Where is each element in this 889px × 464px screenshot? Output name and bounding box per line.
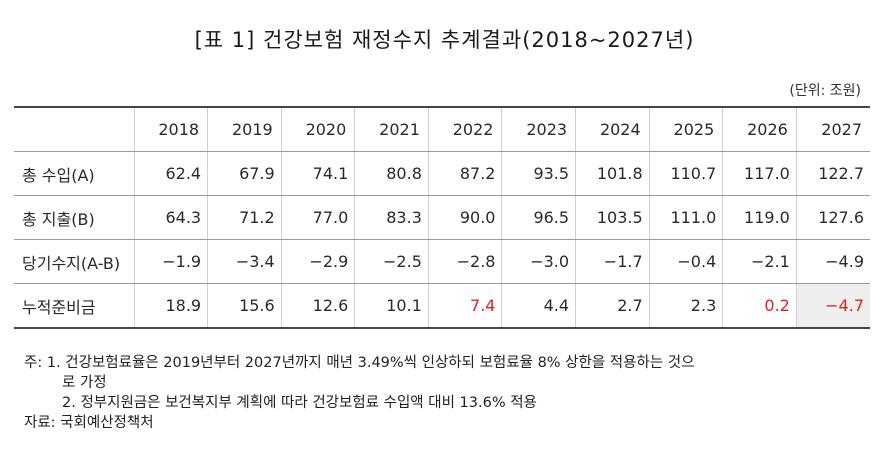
- year-header: 2020: [280, 106, 355, 152]
- unit-label: (단위: 조원): [789, 83, 861, 99]
- table-cell: 110.7: [648, 151, 723, 196]
- table-cell: −2.8: [427, 239, 502, 284]
- row-label-balance: 당기수지(A-B): [14, 239, 134, 284]
- table-cell: −2.9: [280, 239, 355, 284]
- table-cell: 87.2: [427, 151, 502, 196]
- table-cell: 15.6: [207, 283, 282, 329]
- table-cell: 67.9: [207, 151, 282, 196]
- table-cell: −4.9: [795, 239, 870, 284]
- table-cell: 83.3: [354, 195, 429, 240]
- year-header: 2023: [501, 106, 576, 152]
- year-header: 2022: [427, 106, 502, 152]
- table-cell: 12.6: [280, 283, 355, 329]
- table-cell: −2.1: [722, 239, 797, 284]
- footnote-2: 2. 정부지원금은 보건복지부 계획에 따라 건강보험료 수입액 대비 13.6…: [62, 395, 537, 411]
- table-cell: 122.7: [795, 151, 870, 196]
- year-header: 2021: [354, 106, 429, 152]
- table-cell: −2.5: [354, 239, 429, 284]
- table-cell: 2.7: [575, 283, 650, 329]
- table-title: [표 1] 건강보험 재정수지 추계결과(2018~2027년): [194, 28, 695, 52]
- corner-cell: [14, 106, 134, 152]
- row-label-reserve: 누적준비금: [14, 283, 134, 329]
- table-cell: 117.0: [722, 151, 797, 196]
- footnote-1: 주: 1. 건강보험료율은 2019년부터 2027년까지 매년 3.49%씩 …: [24, 355, 695, 371]
- table-cell: −3.0: [501, 239, 576, 284]
- table-cell: 74.1: [280, 151, 355, 196]
- table-row: 당기수지(A-B) −1.9 −3.4 −2.9 −2.5 −2.8 −3.0 …: [14, 239, 870, 284]
- table-cell: 93.5: [501, 151, 576, 196]
- table-cell: 10.1: [354, 283, 429, 329]
- source-note: 자료: 국회예산정책처: [24, 415, 154, 431]
- year-header: 2026: [722, 106, 797, 152]
- footnotes: 주: 1. 건강보험료율은 2019년부터 2027년까지 매년 3.49%씩 …: [24, 353, 874, 433]
- highlighted-cell: 0.2: [722, 283, 797, 329]
- year-header: 2024: [575, 106, 650, 152]
- table-cell: 18.9: [133, 283, 208, 329]
- table-cell: 127.6: [795, 195, 870, 240]
- table-cell: 101.8: [575, 151, 650, 196]
- table-row: 총 수입(A) 62.4 67.9 74.1 80.8 87.2 93.5 10…: [14, 151, 870, 196]
- table-cell: −0.4: [648, 239, 723, 284]
- row-label-revenue: 총 수입(A): [14, 151, 134, 196]
- highlighted-cell: 7.4: [427, 283, 502, 329]
- table-cell: 4.4: [501, 283, 576, 329]
- table-cell: 119.0: [722, 195, 797, 240]
- table-cell: 80.8: [354, 151, 429, 196]
- table-cell: 103.5: [575, 195, 650, 240]
- table-cell: 62.4: [133, 151, 208, 196]
- year-header: 2018: [133, 106, 208, 152]
- table-cell: 96.5: [501, 195, 576, 240]
- highlighted-shaded-cell: −4.7: [795, 283, 870, 329]
- table-cell: 111.0: [648, 195, 723, 240]
- year-header: 2019: [207, 106, 282, 152]
- table-cell: −3.4: [207, 239, 282, 284]
- table-cell: 71.2: [207, 195, 282, 240]
- table-cell: −1.7: [575, 239, 650, 284]
- row-label-expenditure: 총 지출(B): [14, 195, 134, 240]
- table-row: 총 지출(B) 64.3 71.2 77.0 83.3 90.0 96.5 10…: [14, 195, 870, 240]
- table-cell: 2.3: [648, 283, 723, 329]
- table-cell: 64.3: [133, 195, 208, 240]
- table-cell: 90.0: [427, 195, 502, 240]
- footnote-1-continued: 로 가정: [62, 375, 107, 391]
- fiscal-table: 2018 2019 2020 2021 2022 2023 2024 2025 …: [14, 106, 870, 329]
- table-row: 누적준비금 18.9 15.6 12.6 10.1 7.4 4.4 2.7 2.…: [14, 283, 870, 329]
- table-cell: −1.9: [133, 239, 208, 284]
- header-row: 2018 2019 2020 2021 2022 2023 2024 2025 …: [14, 106, 870, 152]
- year-header: 2027: [795, 106, 870, 152]
- year-header: 2025: [648, 106, 723, 152]
- table-cell: 77.0: [280, 195, 355, 240]
